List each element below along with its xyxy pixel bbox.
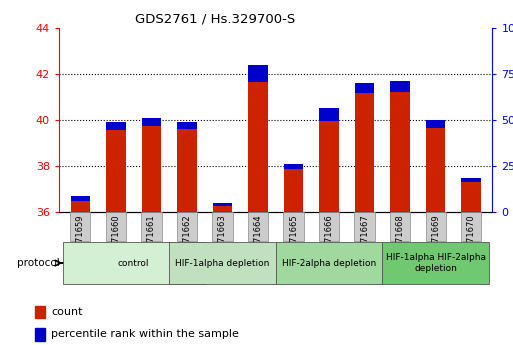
Text: control: control [118,258,149,268]
Bar [355,83,374,93]
Bar [71,196,90,212]
Text: GSM71665: GSM71665 [289,215,298,260]
Bar [319,108,339,212]
FancyBboxPatch shape [177,213,197,241]
Text: GSM71666: GSM71666 [325,215,333,260]
Text: GDS2761 / Hs.329700-S: GDS2761 / Hs.329700-S [135,12,295,25]
Bar [213,203,232,212]
Bar [461,178,481,182]
Text: count: count [51,307,83,317]
FancyBboxPatch shape [319,213,339,241]
Text: protocol: protocol [17,258,60,268]
FancyBboxPatch shape [276,242,382,284]
Bar [248,65,268,82]
Text: GSM71659: GSM71659 [76,215,85,260]
Bar [177,122,196,129]
FancyBboxPatch shape [248,213,268,241]
Bar [106,122,126,130]
Bar [390,81,410,92]
Bar [426,120,445,128]
FancyBboxPatch shape [70,213,90,241]
Text: percentile rank within the sample: percentile rank within the sample [51,329,239,339]
Text: GSM71662: GSM71662 [183,215,191,260]
FancyBboxPatch shape [169,242,276,284]
Bar [142,118,161,126]
Bar [319,108,339,121]
Text: GSM71663: GSM71663 [218,215,227,260]
Text: GSM71670: GSM71670 [467,215,476,260]
FancyBboxPatch shape [382,242,489,284]
Bar [284,164,303,212]
FancyBboxPatch shape [63,242,205,284]
Bar [71,196,90,201]
Bar [390,81,410,212]
Bar [426,120,445,212]
FancyBboxPatch shape [141,213,162,241]
Bar [248,65,268,212]
FancyBboxPatch shape [461,213,481,241]
Bar [35,306,45,318]
Text: GSM71664: GSM71664 [253,215,263,260]
Text: GSM71669: GSM71669 [431,215,440,260]
Bar [284,164,303,169]
FancyBboxPatch shape [106,213,126,241]
Text: GSM71660: GSM71660 [111,215,121,260]
FancyBboxPatch shape [354,213,374,241]
Text: HIF-2alpha depletion: HIF-2alpha depletion [282,258,376,268]
Bar [213,203,232,206]
Bar [461,178,481,212]
FancyBboxPatch shape [425,213,446,241]
Text: HIF-1alpha depletion: HIF-1alpha depletion [175,258,270,268]
Bar [142,118,161,212]
Text: HIF-1alpha HIF-2alpha
depletion: HIF-1alpha HIF-2alpha depletion [386,253,486,273]
Bar [177,122,196,212]
FancyBboxPatch shape [390,213,410,241]
FancyBboxPatch shape [212,213,232,241]
Bar [35,328,45,341]
Text: GSM71668: GSM71668 [396,215,405,260]
Bar [355,83,374,212]
FancyBboxPatch shape [283,213,304,241]
Text: GSM71667: GSM71667 [360,215,369,260]
Bar [106,122,126,212]
Text: GSM71661: GSM71661 [147,215,156,260]
